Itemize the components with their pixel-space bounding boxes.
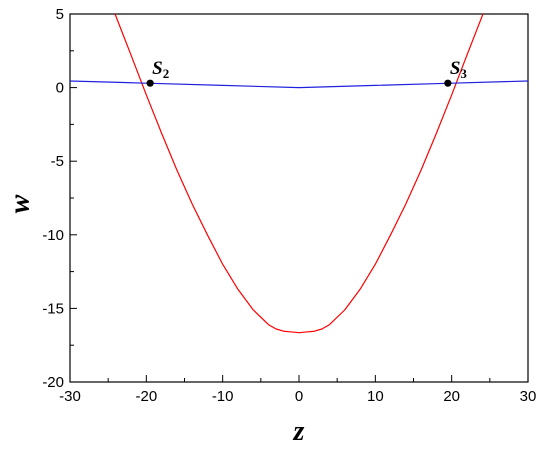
x-tick-label: 30 [520, 388, 537, 405]
point-label-1: S2 [152, 58, 169, 81]
y-tick-label: 5 [56, 6, 64, 23]
series-line-2 [69, 80, 529, 89]
series-line-1 [114, 13, 484, 334]
y-tick-label: -15 [42, 300, 64, 317]
x-tick-label: 20 [443, 388, 460, 405]
x-tick-label: 0 [295, 388, 303, 405]
intersection-point-2 [444, 79, 452, 87]
x-tick-label: -20 [135, 388, 157, 405]
x-axis-label: z [293, 416, 305, 447]
y-tick-label: -10 [42, 227, 64, 244]
intersection-point-1 [146, 79, 154, 87]
points-layer: S2 S3 [146, 58, 467, 87]
y-axis-label: w [4, 194, 35, 213]
series-layer [69, 13, 529, 334]
x-tick-label: -10 [212, 388, 234, 405]
y-tick-label: -20 [42, 374, 64, 391]
y-tick-label: 0 [56, 80, 64, 97]
x-tick-label: 10 [367, 388, 384, 405]
y-tick-label: -5 [51, 153, 64, 170]
x-tick-label: -30 [59, 388, 81, 405]
